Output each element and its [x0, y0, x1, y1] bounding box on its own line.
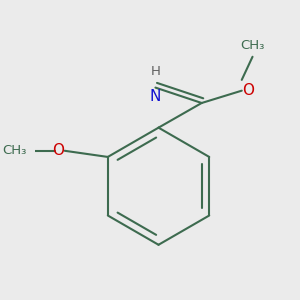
Text: O: O: [52, 143, 64, 158]
Text: CH₃: CH₃: [2, 144, 26, 157]
Text: H: H: [151, 65, 160, 78]
Text: N: N: [150, 89, 161, 104]
Text: CH₃: CH₃: [240, 39, 265, 52]
Text: O: O: [242, 83, 254, 98]
